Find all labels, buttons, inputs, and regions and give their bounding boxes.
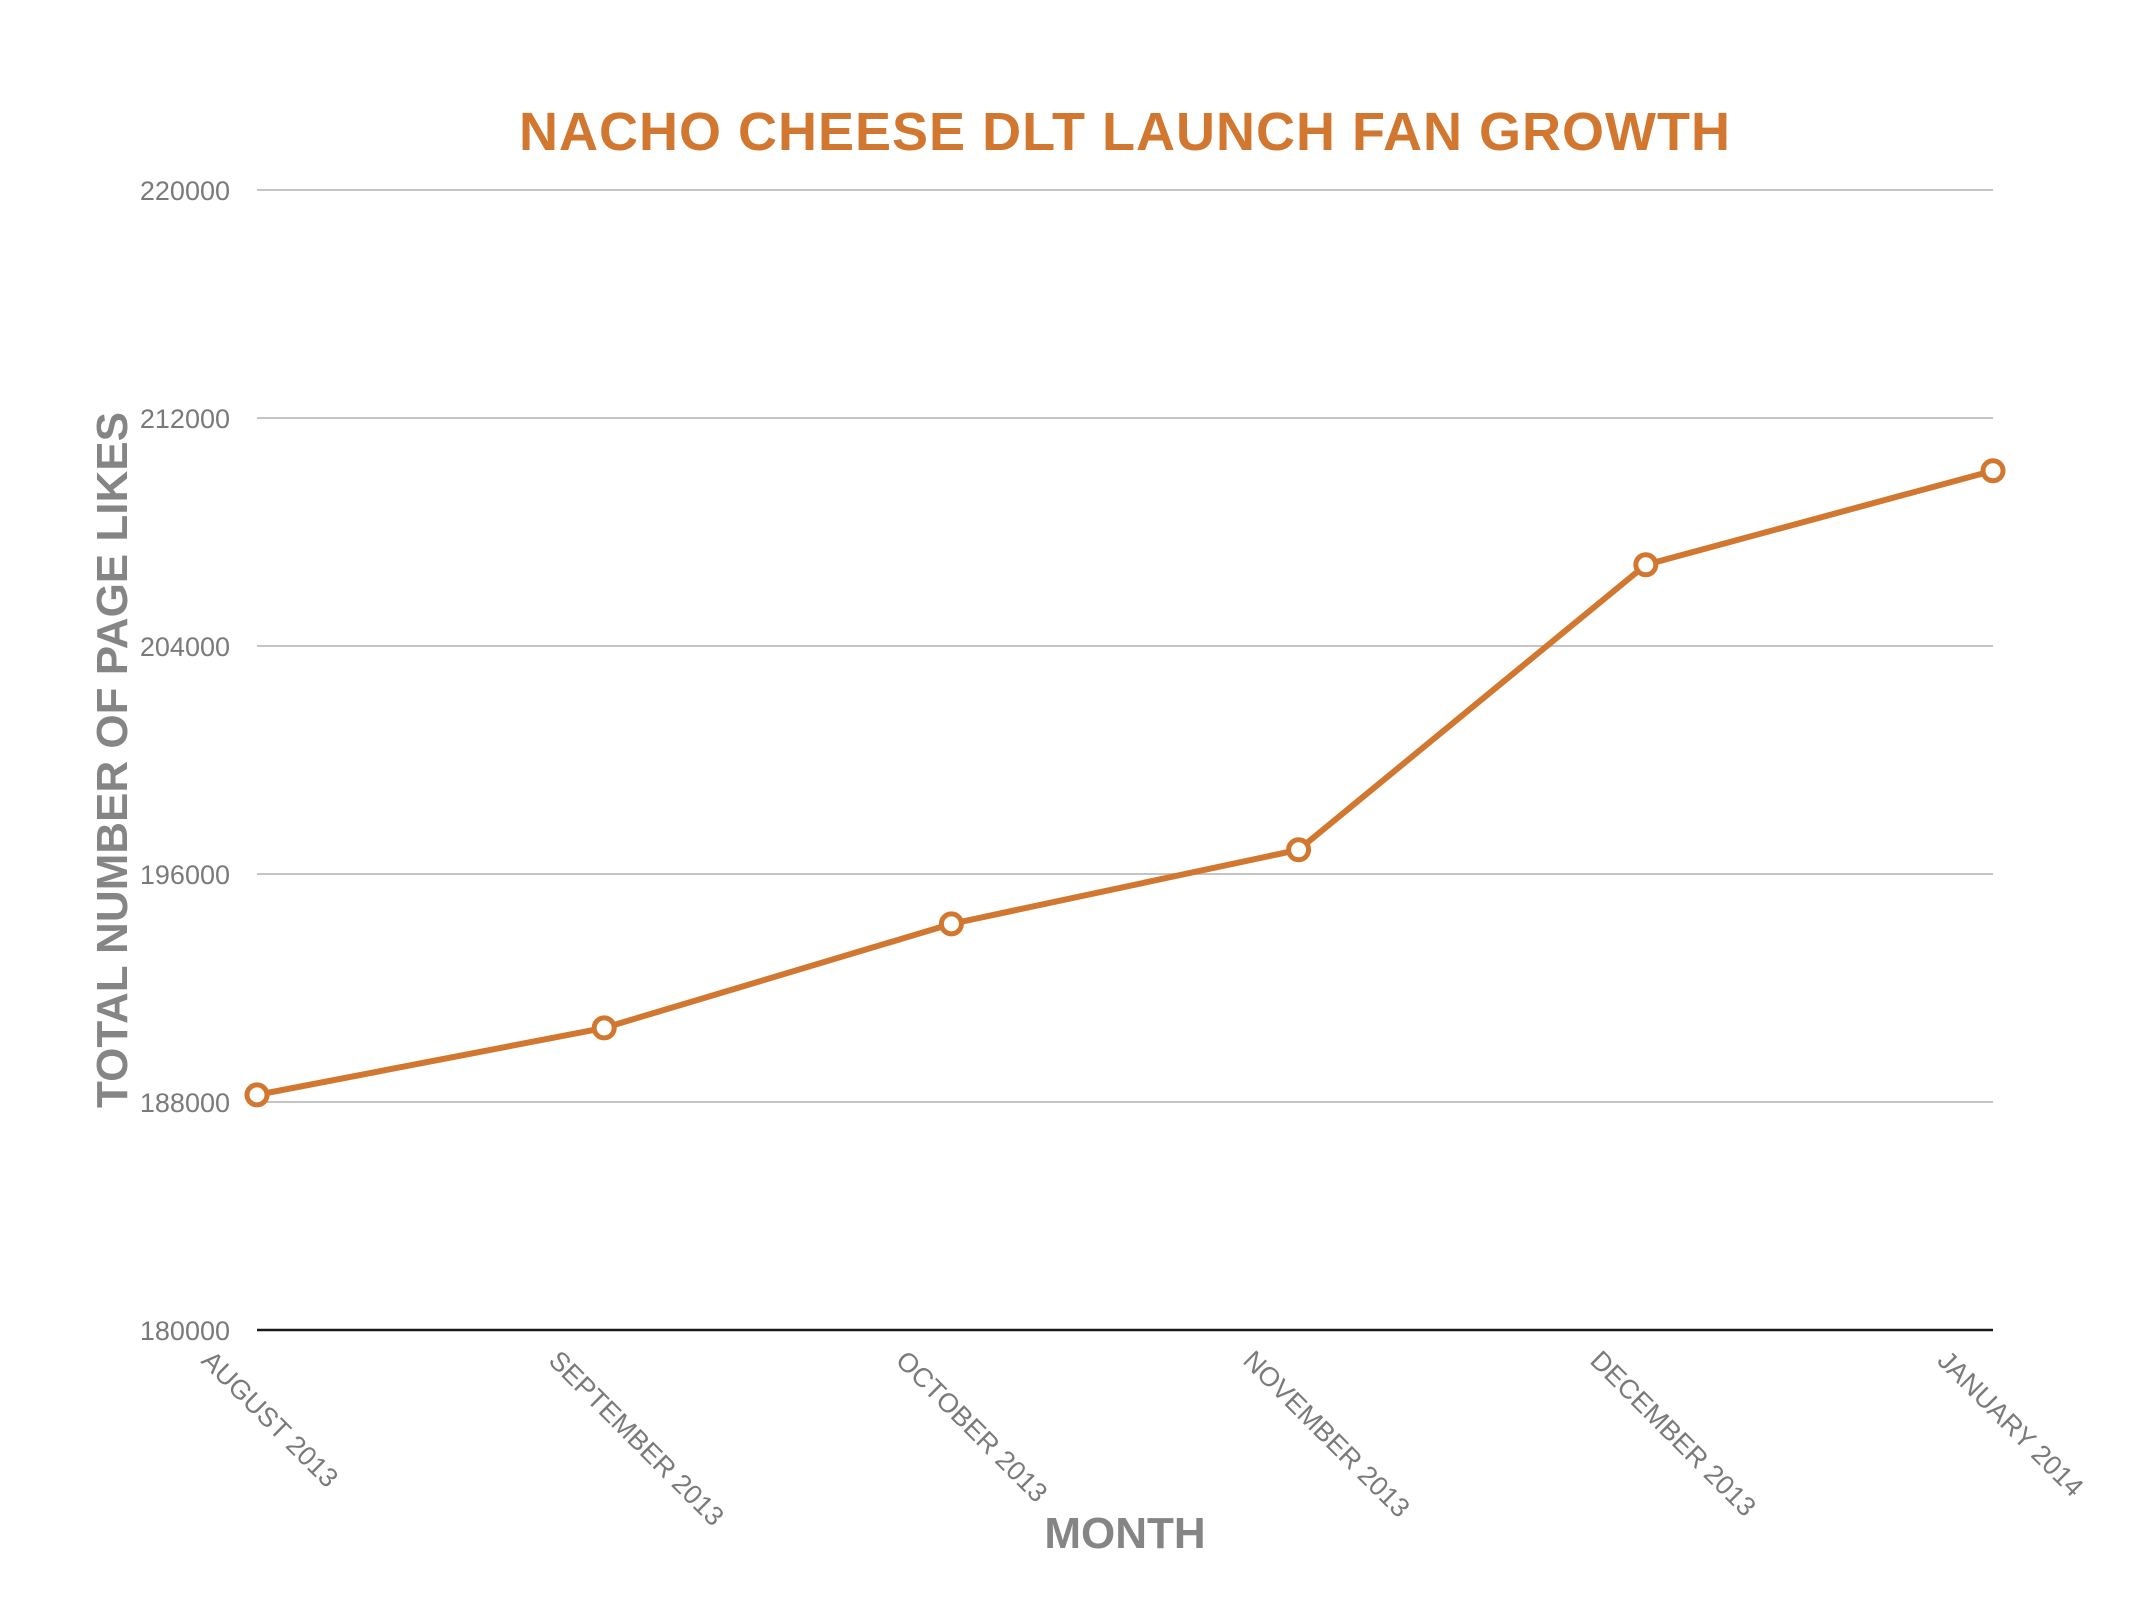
data-point — [1633, 552, 1659, 578]
y-tick-label: 188000 — [140, 1088, 230, 1118]
x-tick-label: DECEMBER 2013 — [1585, 1345, 1762, 1522]
x-tick-label: NOVEMBER 2013 — [1237, 1345, 1415, 1523]
y-tick-label: 204000 — [140, 632, 230, 662]
data-point — [244, 1082, 270, 1108]
y-tick-label: 220000 — [140, 176, 230, 206]
data-point — [591, 1015, 617, 1041]
chart-title: NACHO CHEESE DLT LAUNCH FAN GROWTH — [519, 102, 1731, 162]
y-tick-label: 180000 — [140, 1316, 230, 1346]
x-tick-label: SEPTEMBER 2013 — [543, 1345, 730, 1532]
y-tick-label: 212000 — [140, 404, 230, 434]
y-axis-title: TOTAL NUMBER OF PAGE LIKES — [88, 412, 137, 1108]
x-axis-title: MONTH — [1044, 1509, 1205, 1558]
x-axis-tick-labels: AUGUST 2013 SEPTEMBER 2013 OCTOBER 2013 NOV… — [196, 1345, 2089, 1532]
x-tick-label: OCTOBER 2013 — [890, 1345, 1053, 1508]
data-point — [938, 911, 964, 937]
x-tick-label: JANUARY 2014 — [1932, 1345, 2089, 1502]
data-point — [1286, 837, 1312, 863]
y-tick-label: 196000 — [140, 860, 230, 890]
y-axis-tick-labels: 180000 188000 196000 204000 212000 220000 — [140, 176, 230, 1346]
data-point — [1980, 458, 2006, 484]
x-tick-label: AUGUST 2013 — [196, 1345, 344, 1493]
series-line — [254, 467, 1996, 1098]
series-layer — [244, 458, 2006, 1108]
grid-lines — [257, 189, 1993, 1332]
